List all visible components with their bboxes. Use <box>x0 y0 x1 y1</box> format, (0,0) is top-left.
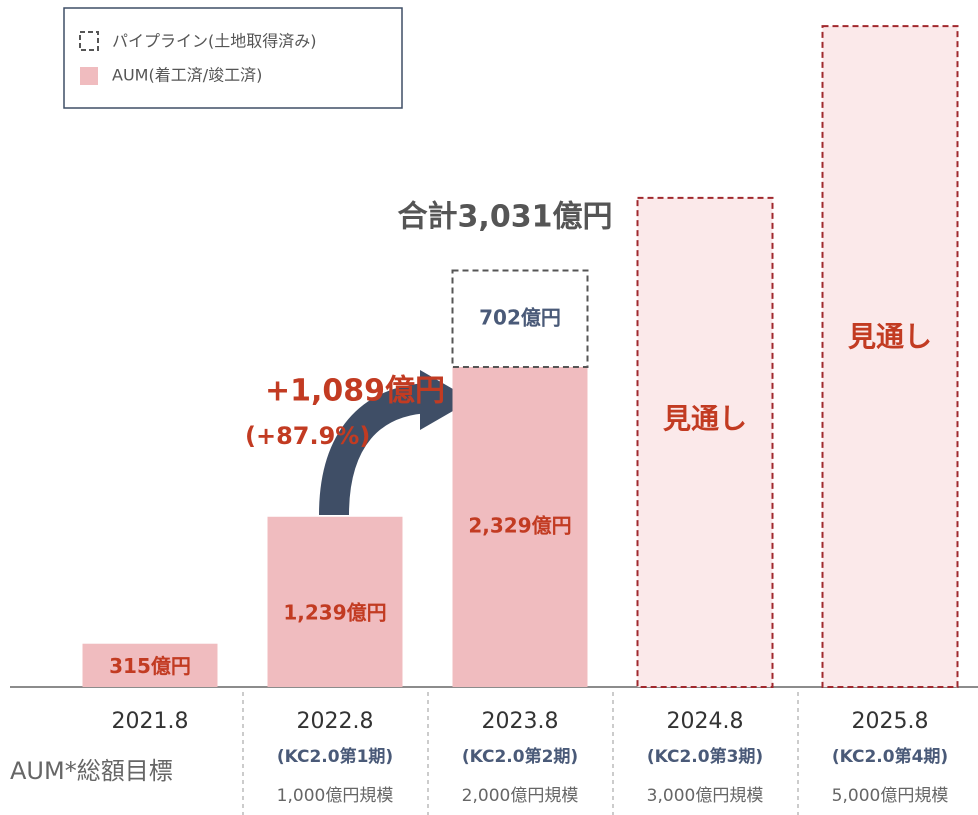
value-label: 702億円 <box>479 305 561 329</box>
target-label: 1,000億円規模 <box>277 786 394 806</box>
arrow <box>319 383 432 516</box>
arrow-head <box>420 370 472 430</box>
x-tick-label: 2022.8 <box>297 709 374 734</box>
legend-label: パイプライン(土地取得済み) <box>112 32 317 51</box>
value-label: 315億円 <box>109 654 191 678</box>
legend-box <box>63 7 403 109</box>
value-label: 2,329億円 <box>468 513 571 537</box>
value-label: 1,239億円 <box>283 600 386 624</box>
target-label: 2,000億円規模 <box>462 786 579 806</box>
x-tick-label: 2025.8 <box>852 709 929 734</box>
row-label: AUM*総額目標 <box>10 757 173 785</box>
legend-label: AUM(着工済/竣工済) <box>112 66 262 85</box>
sub-label: (KC2.0第2期) <box>462 746 578 767</box>
total-label: 合計3,031億円 <box>398 200 613 235</box>
forecast-label: 見通し <box>663 402 747 435</box>
forecast-label: 見通し <box>848 320 932 353</box>
target-label: 5,000億円規模 <box>832 786 949 806</box>
bar-pipeline <box>451 269 589 368</box>
target-label: 3,000億円規模 <box>647 786 764 806</box>
increase-label: +1,089億円 <box>265 374 445 409</box>
bar-aum <box>452 366 588 687</box>
x-tick-label: 2021.8 <box>112 709 189 734</box>
x-tick-label: 2023.8 <box>482 709 559 734</box>
bar-forecast <box>636 196 774 689</box>
bar-aum <box>82 643 218 687</box>
increase-pct-label: (+87.9%) <box>245 422 370 450</box>
legend-swatch <box>80 67 98 85</box>
sub-label: (KC2.0第1期) <box>277 746 393 767</box>
x-tick-label: 2024.8 <box>667 709 744 734</box>
bar-aum <box>267 516 403 687</box>
bar-forecast <box>821 25 959 688</box>
legend-swatch <box>79 31 99 51</box>
sub-label: (KC2.0第3期) <box>647 746 763 767</box>
sub-label: (KC2.0第4期) <box>832 746 948 767</box>
